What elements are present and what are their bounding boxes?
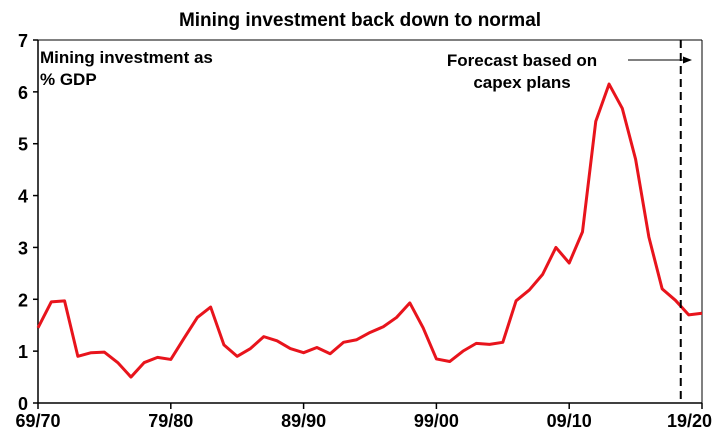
y-tick-label: 3	[18, 238, 28, 258]
series-line-mining-investment	[36, 82, 703, 379]
series-label-line-2: % GDP	[40, 70, 97, 89]
forecast-label-line-1: Forecast based on	[447, 51, 597, 70]
forecast-arrow-head-icon	[683, 56, 692, 64]
x-tick-label: 19/20	[667, 411, 712, 431]
y-tick-label: 7	[18, 31, 28, 51]
y-tick-label: 0	[18, 394, 28, 414]
x-axis-ticks: 69/70 79/80 89/90 99/00 09/10 19/20	[15, 403, 712, 431]
y-tick-label: 6	[18, 83, 28, 103]
x-tick-label: 89/90	[281, 411, 326, 431]
y-tick-label: 2	[18, 290, 28, 310]
y-tick-label: 4	[18, 187, 28, 207]
x-tick-label: 79/80	[148, 411, 193, 431]
x-tick-label: 09/10	[547, 411, 592, 431]
forecast-label-line-2: capex plans	[473, 73, 570, 92]
chart-title: Mining investment back down to normal	[179, 10, 541, 31]
series-label-line-1: Mining investment as	[40, 48, 213, 67]
x-tick-label: 69/70	[15, 411, 60, 431]
y-axis-ticks: 0 1 2 3 4 5 6 7	[18, 31, 38, 414]
x-tick-label: 99/00	[414, 411, 459, 431]
y-tick-label: 1	[18, 342, 28, 362]
y-tick-label: 5	[18, 135, 28, 155]
